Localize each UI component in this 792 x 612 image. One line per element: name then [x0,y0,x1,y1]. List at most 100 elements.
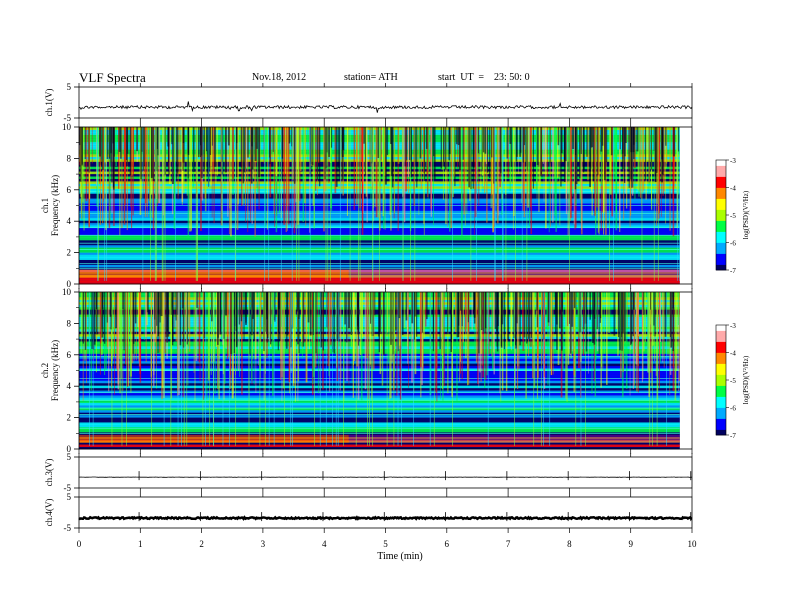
frequency-band [79,409,680,413]
frequency-band [79,441,680,445]
start-time-label: start UT = 23: 50: 0 [438,72,530,83]
colorbar-tick-label: -7 [730,267,736,275]
frequency-band [79,355,680,359]
colorbar-cell [716,337,726,341]
frequency-band [79,417,680,421]
colorbar-cell [716,376,726,379]
colorbar-cell [716,341,726,344]
date-label: Nov.18, 2012 [252,72,307,83]
colorbar-cell [716,363,726,366]
colorbar-cell [716,326,726,330]
colorbar-cell [716,391,726,394]
frequency-band [79,414,680,418]
panel-ch2-spectrogram [79,292,680,450]
colorbar-cell [716,180,726,183]
colorbar-cell [716,238,726,242]
colorbar-cell [716,348,726,352]
colorbar-cell [716,183,726,187]
colorbar-cell [716,389,726,392]
colorbar-cell [716,259,726,262]
colorbar-cell [716,374,726,377]
y-tick-label: 4 [67,381,72,391]
colorbar-cell [716,347,726,350]
colorbar-cell [716,169,726,172]
panel-ch1-waveform [78,101,693,113]
y-tick-label: 6 [67,350,72,360]
colorbar-cell [716,193,726,196]
frequency-band [79,439,680,443]
colorbar-cell [716,196,726,199]
panel-frame [78,86,693,119]
colorbar-cell [716,429,726,432]
colorbar-cell [716,385,726,388]
colorbar-cell [716,185,726,188]
colorbar-label: log(PSD)(V²/Hz) [742,355,750,404]
colorbar-cell [716,207,726,210]
colorbar-cell [716,403,726,407]
frequency-band [79,434,680,438]
panel-channel-label: ch.1 [40,198,50,213]
colorbar-cell [716,339,726,342]
panel-frame [78,456,693,489]
y-tick-label: 10 [62,122,72,132]
colorbar-cell [716,359,726,363]
x-tick-label: 5 [383,539,388,549]
frequency-band [79,419,680,423]
y-tick-label: 6 [67,185,72,195]
y-tick-label: 2 [67,248,72,258]
frequency-band [79,395,680,398]
sferic-streaks [78,127,680,281]
y-tick-label: 4 [67,216,72,226]
colorbar-cell [716,268,726,271]
frequency-band [79,281,680,285]
y-tick-label: 8 [67,318,72,328]
y-tick-label: -5 [64,113,72,123]
y-axis-label: ch.1(V) [44,89,54,117]
frequency-band [79,402,680,406]
y-tick-label: 5 [67,492,72,502]
y-tick-label: 0 [67,279,72,289]
colorbar-cell [716,202,726,205]
colorbar-cell [716,209,726,212]
colorbar-cell [716,330,726,333]
post-transition-band [348,269,680,278]
sferic-streaks [80,292,680,446]
x-tick-label: 9 [628,539,633,549]
colorbar-cell [716,402,726,405]
colorbar-cell [716,378,726,381]
colorbar-tick-label: -6 [730,405,736,413]
colorbar-cell [716,411,726,414]
colorbar-cell [716,242,726,245]
colorbar-cell [716,233,726,236]
colorbar-cell [716,405,726,408]
y-axis-label: Frequency (kHz) [50,340,60,401]
colorbar-cell [716,172,726,176]
colorbar-cell [716,392,726,396]
colorbar-cell [716,328,726,331]
colorbar-cell [716,354,726,357]
x-tick-label: 1 [138,539,143,549]
frequency-band [79,422,680,425]
colorbar-cell [716,266,726,269]
y-axis-label: ch.3(V) [44,459,54,487]
colorbar-cell [716,231,726,234]
frequency-band [79,370,680,374]
colorbar-cell [716,178,726,181]
colorbar-tick-label: -3 [730,322,736,330]
colorbar-cell [716,216,726,220]
colorbar-cell [716,163,726,166]
colorbar-cell [716,394,726,397]
frequency-band [79,365,680,369]
y-tick-label: 8 [67,153,72,163]
colorbar-cell [716,380,726,383]
y-tick-label: 5 [67,452,72,462]
colorbar-tick-label: -6 [730,240,736,248]
x-tick-label: 10 [688,539,698,549]
y-tick-label: 2 [67,413,72,423]
colorbar-cell [716,171,726,174]
colorbar-cell [716,409,726,412]
y-axis-label: Frequency (kHz) [50,175,60,236]
pre-transition-band [79,269,349,278]
